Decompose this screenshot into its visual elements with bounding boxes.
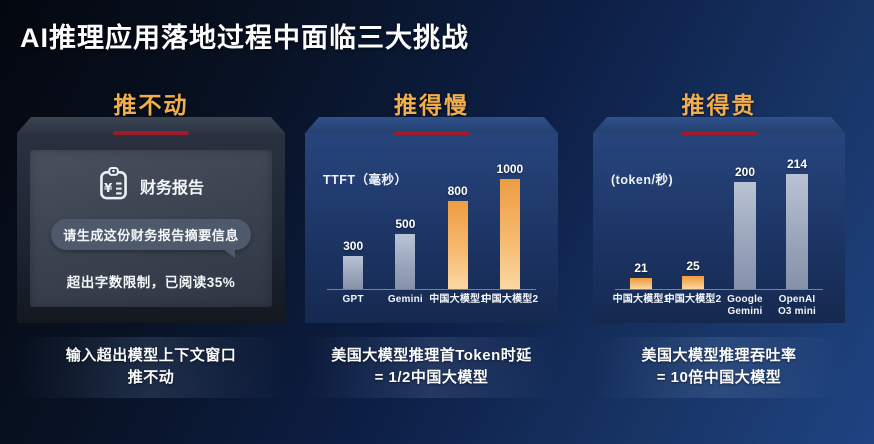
bar-value-label: 500 — [395, 217, 416, 231]
panel-expensive-card: (token/秒) 21 中国大模型1 25 中国大模型2 200 Google Gemi… — [593, 117, 845, 323]
bar-category-label: GPT — [342, 294, 364, 305]
ttft-bar-chart: 300 GPT 500 Gemini 800 中国大模型1 1000 中国大模型2 — [327, 161, 538, 305]
red-accent-bar — [393, 131, 470, 135]
bar-category-label: OpenAI O3 mini — [777, 294, 817, 317]
bar-value-label: 21 — [634, 260, 648, 275]
bar — [499, 179, 520, 289]
caption-line: 推不动 — [127, 369, 175, 386]
doc-label: 财务报告 — [139, 180, 204, 197]
caption-line: = 10倍中国大模型 — [656, 369, 782, 386]
bar — [395, 234, 416, 289]
card-top-face — [17, 117, 285, 133]
card-top-face — [593, 117, 845, 133]
bar-column: 25 中国大模型2 — [665, 258, 722, 305]
bar-category-label: 中国大模型1 — [429, 294, 486, 305]
throughput-unit-label: (token/秒) — [611, 173, 674, 187]
bar-category-label: Gemini — [387, 294, 423, 305]
chat-screen: ¥ 财务报告 请生成这份财务报告摘要信息 超出字数限制，已阅读35% — [30, 150, 272, 307]
bar — [447, 201, 468, 289]
bar — [630, 277, 652, 289]
caption-line: = 1/2中国大模型 — [374, 369, 489, 386]
svg-text:¥: ¥ — [104, 181, 113, 195]
financial-report-clipboard-icon: ¥ — [98, 166, 129, 206]
panel-cannot-run-title: 推不动 — [113, 92, 189, 118]
bar-column: 1000 中国大模型2 — [481, 162, 538, 305]
bar-value-label: 800 — [447, 184, 468, 198]
panel-slow-card: TTFT（毫秒） 300 GPT 500 Gemini 800 中国大模型1 1000 中国大… — [305, 117, 558, 323]
bar-value-label: 1000 — [496, 162, 524, 176]
document-row: ¥ 财务报告 — [30, 150, 272, 206]
red-accent-bar — [113, 131, 189, 135]
bar-category-label: 中国大模型2 — [481, 294, 539, 305]
panel-slow-caption: 美国大模型推理首Token时延 = 1/2中国大模型 — [305, 337, 558, 398]
bar-column: 214 OpenAI O3 mini — [771, 157, 823, 317]
panel-expensive: 推得贵 (token/秒) 21 中国大模型1 25 中国大模型2 200 Google … — [593, 86, 845, 398]
panel-cannot-run-caption: 输入超出模型上下文窗口 推不动 — [17, 337, 285, 398]
bar-value-label: 200 — [734, 164, 756, 179]
bar-column: 200 Google Gemini — [719, 164, 771, 318]
ttft-unit-label: TTFT（毫秒） — [323, 173, 408, 187]
panel-cannot-run-card: ¥ 财务报告 请生成这份财务报告摘要信息 超出字数限制，已阅读35% — [17, 117, 285, 323]
panel-cannot-run: 推不动 ¥ — [17, 86, 285, 398]
bar — [682, 275, 704, 289]
throughput-bar-chart: 21 中国大模型1 25 中国大模型2 200 Google Gemini 214 OpenA… — [613, 157, 823, 318]
bar-column: 300 GPT — [327, 239, 379, 305]
bar-category-label: 中国大模型1 — [612, 294, 670, 305]
bar-value-label: 214 — [786, 157, 808, 171]
page-title: AI推理应用落地过程中面临三大挑战 — [20, 23, 469, 53]
panel-expensive-title: 推得贵 — [681, 92, 757, 118]
bar — [343, 256, 364, 289]
caption-line: 输入超出模型上下文窗口 — [65, 347, 237, 364]
panel-slow-title: 推得慢 — [394, 92, 469, 118]
bar — [786, 174, 808, 289]
bar-category-label: 中国大模型2 — [664, 294, 722, 305]
status-text: 超出字数限制，已阅读35% — [66, 275, 236, 290]
card-front-face: (token/秒) 21 中国大模型1 25 中国大模型2 200 Google Gemi… — [593, 133, 845, 323]
card-front-face: ¥ 财务报告 请生成这份财务报告摘要信息 超出字数限制，已阅读35% — [17, 133, 285, 323]
chat-bubble: 请生成这份财务报告摘要信息 — [51, 219, 251, 258]
card-top-face — [305, 117, 558, 133]
bar-category-label: Google Gemini — [727, 294, 763, 317]
bar-column: 800 中国大模型1 — [429, 184, 486, 305]
caption-line: 美国大模型推理首Token时延 — [331, 347, 532, 364]
bar-column: 500 Gemini — [379, 217, 431, 305]
bar-value-label: 25 — [686, 258, 700, 273]
bar-value-label: 300 — [343, 239, 364, 253]
panel-expensive-caption: 美国大模型推理吞吐率 = 10倍中国大模型 — [593, 337, 845, 398]
panel-slow: 推得慢 TTFT（毫秒） 300 GPT 500 Gemini 800 中国大模型1 100… — [305, 86, 558, 398]
bar — [734, 181, 756, 289]
caption-line: 美国大模型推理吞吐率 — [641, 347, 797, 364]
bar-column: 21 中国大模型1 — [613, 260, 670, 305]
card-front-face: TTFT（毫秒） 300 GPT 500 Gemini 800 中国大模型1 1000 中国大… — [305, 133, 558, 323]
red-accent-bar — [681, 131, 757, 135]
